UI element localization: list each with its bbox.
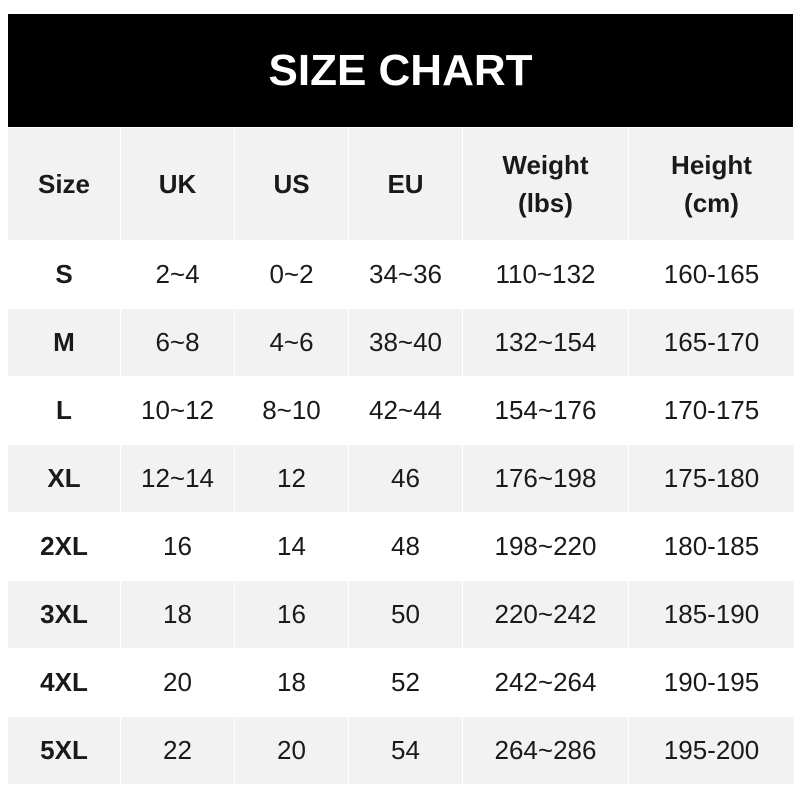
table-cell: 2~4	[121, 241, 234, 308]
table-row: M 6~8 4~6 38~40 132~154 165-170	[8, 309, 794, 376]
table-row: 4XL 20 18 52 242~264 190-195	[8, 649, 794, 716]
table-cell: 12~14	[121, 445, 234, 512]
size-cell: 4XL	[8, 649, 120, 716]
column-header: Size	[8, 128, 120, 240]
column-header: EU	[349, 128, 462, 240]
table-row: L 10~12 8~10 42~44 154~176 170-175	[8, 377, 794, 444]
table-cell: 242~264	[463, 649, 628, 716]
table-cell: 38~40	[349, 309, 462, 376]
table-cell: 20	[235, 717, 348, 784]
table-row: 2XL 16 14 48 198~220 180-185	[8, 513, 794, 580]
table-cell: 8~10	[235, 377, 348, 444]
table-cell: 12	[235, 445, 348, 512]
size-cell: 3XL	[8, 581, 120, 648]
size-cell: 2XL	[8, 513, 120, 580]
table-cell: 175-180	[629, 445, 794, 512]
table-cell: 220~242	[463, 581, 628, 648]
size-cell: 5XL	[8, 717, 120, 784]
table-row: 3XL 18 16 50 220~242 185-190	[8, 581, 794, 648]
table-row: S 2~4 0~2 34~36 110~132 160-165	[8, 241, 794, 308]
table-cell: 18	[121, 581, 234, 648]
column-header: Weight (lbs)	[463, 128, 628, 240]
table-cell: 170-175	[629, 377, 794, 444]
size-cell: M	[8, 309, 120, 376]
table-cell: 190-195	[629, 649, 794, 716]
table-cell: 110~132	[463, 241, 628, 308]
table-cell: 42~44	[349, 377, 462, 444]
table-cell: 195-200	[629, 717, 794, 784]
table-cell: 54	[349, 717, 462, 784]
table-row: XL 12~14 12 46 176~198 175-180	[8, 445, 794, 512]
table-row: 5XL 22 20 54 264~286 195-200	[8, 717, 794, 784]
table-cell: 50	[349, 581, 462, 648]
size-chart-table: Size UK US EU Weight (lbs) Height (cm) S 2~4 0~…	[7, 127, 795, 785]
table-cell: 160-165	[629, 241, 794, 308]
size-cell: XL	[8, 445, 120, 512]
table-cell: 16	[235, 581, 348, 648]
table-cell: 46	[349, 445, 462, 512]
table-cell: 48	[349, 513, 462, 580]
column-header: Height (cm)	[629, 128, 794, 240]
table-cell: 4~6	[235, 309, 348, 376]
column-header: US	[235, 128, 348, 240]
table-cell: 0~2	[235, 241, 348, 308]
table-cell: 6~8	[121, 309, 234, 376]
table-cell: 20	[121, 649, 234, 716]
column-header: UK	[121, 128, 234, 240]
table-cell: 18	[235, 649, 348, 716]
table-cell: 132~154	[463, 309, 628, 376]
table-cell: 22	[121, 717, 234, 784]
table-cell: 34~36	[349, 241, 462, 308]
table-cell: 180-185	[629, 513, 794, 580]
table-cell: 264~286	[463, 717, 628, 784]
table-cell: 165-170	[629, 309, 794, 376]
table-cell: 185-190	[629, 581, 794, 648]
table-cell: 198~220	[463, 513, 628, 580]
size-cell: L	[8, 377, 120, 444]
table-cell: 52	[349, 649, 462, 716]
table-cell: 16	[121, 513, 234, 580]
table-cell: 14	[235, 513, 348, 580]
table-cell: 176~198	[463, 445, 628, 512]
table-cell: 154~176	[463, 377, 628, 444]
header-row: Size UK US EU Weight (lbs) Height (cm)	[8, 128, 794, 240]
table-cell: 10~12	[121, 377, 234, 444]
page-title: SIZE CHART	[8, 14, 793, 127]
size-cell: S	[8, 241, 120, 308]
